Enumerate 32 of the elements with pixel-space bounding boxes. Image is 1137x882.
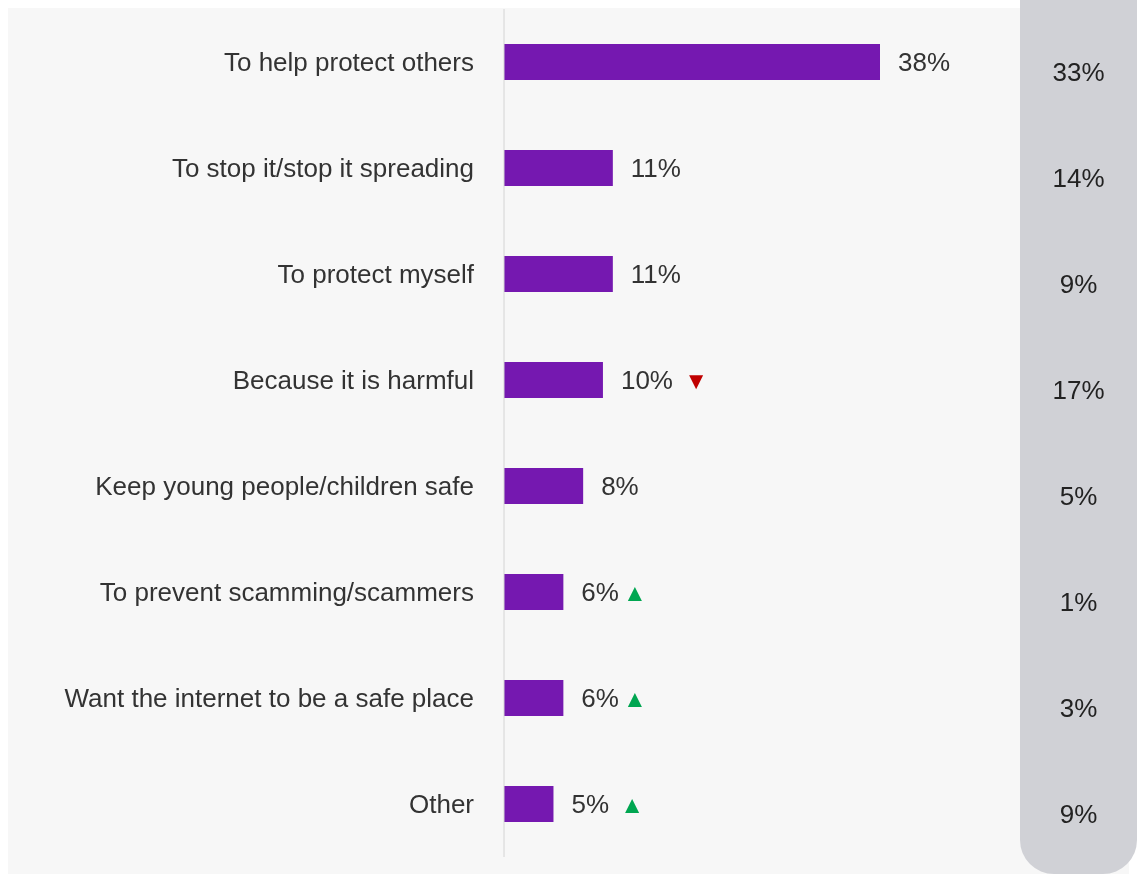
- bar: [504, 680, 564, 716]
- bar: [504, 786, 554, 822]
- data-label: 6%▲: [581, 683, 647, 714]
- text: 5%: [1058, 480, 1099, 512]
- data-label: 8%: [601, 471, 639, 502]
- text: 9%: [1058, 268, 1099, 300]
- bar: [504, 468, 584, 504]
- y-tick-label: To help protect others: [223, 47, 474, 78]
- data-label: 5% ▲: [571, 789, 645, 820]
- data-label: 11%: [630, 153, 681, 184]
- data-label: 6%▲: [581, 577, 647, 608]
- data-label: 11%: [630, 259, 681, 290]
- text: 17%: [1051, 374, 1106, 406]
- y-tick-label: Because it is harmful: [232, 365, 474, 396]
- y-tick-label: Other: [408, 789, 475, 820]
- text: 9%: [1058, 798, 1099, 830]
- bar: [504, 574, 564, 610]
- y-tick-label: To prevent scamming/scammers: [99, 577, 474, 608]
- text: 33%: [1051, 56, 1106, 88]
- text: 14%: [1051, 162, 1106, 194]
- y-tick-label: Keep young people/children safe: [95, 471, 474, 502]
- bar: [504, 362, 603, 398]
- data-label: 10% ▼: [620, 365, 708, 396]
- data-label: 38%: [898, 47, 951, 78]
- text: 1%: [1058, 586, 1099, 618]
- y-tick-label: To stop it/stop it spreading: [171, 153, 474, 184]
- y-tick-label: To protect myself: [277, 259, 475, 290]
- y-tick-label: Want the internet to be a safe place: [64, 683, 474, 714]
- bar: [504, 150, 613, 186]
- bar: [504, 44, 880, 80]
- text: 3%: [1058, 692, 1099, 724]
- bar: [504, 256, 613, 292]
